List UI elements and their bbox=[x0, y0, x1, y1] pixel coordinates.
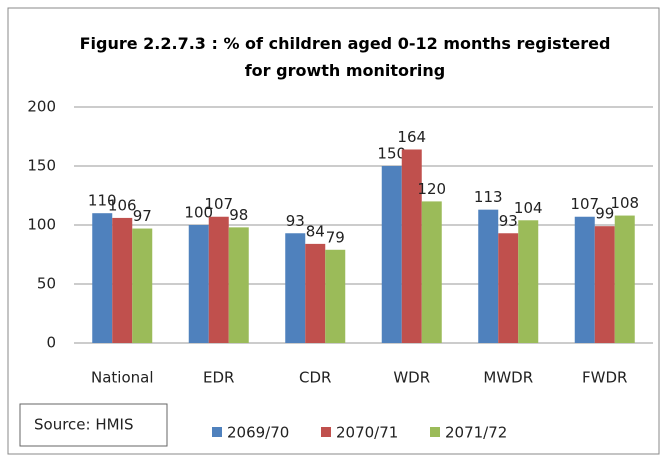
value-label: 110 bbox=[88, 192, 117, 210]
bar bbox=[478, 209, 499, 343]
value-label: 164 bbox=[397, 128, 426, 146]
y-tick-label: 100 bbox=[27, 216, 56, 234]
value-label: 113 bbox=[474, 188, 503, 206]
legend-label: 2071/72 bbox=[445, 424, 507, 442]
value-label: 93 bbox=[286, 212, 305, 230]
bar bbox=[614, 215, 635, 343]
value-label: 104 bbox=[514, 199, 543, 217]
x-tick-label: FWDR bbox=[582, 369, 627, 387]
value-label: 107 bbox=[570, 195, 599, 213]
bar bbox=[421, 201, 442, 343]
value-label: 150 bbox=[377, 145, 406, 163]
bar bbox=[228, 227, 249, 343]
bar bbox=[285, 233, 306, 343]
legend-label: 2069/70 bbox=[227, 424, 289, 442]
x-tick-label: EDR bbox=[203, 369, 234, 387]
y-tick-label: 200 bbox=[27, 98, 56, 116]
value-label: 106 bbox=[108, 196, 137, 214]
bar bbox=[518, 220, 539, 343]
value-label: 98 bbox=[229, 206, 248, 224]
bar bbox=[498, 233, 519, 343]
value-label: 99 bbox=[595, 205, 614, 223]
legend-label: 2070/71 bbox=[336, 424, 398, 442]
chart-title: Figure 2.2.7.3 : % of children aged 0-12… bbox=[79, 34, 611, 80]
source: Source: HMIS bbox=[34, 416, 134, 434]
source-box bbox=[19, 403, 168, 447]
value-label: 107 bbox=[204, 195, 233, 213]
value-label: 100 bbox=[184, 204, 213, 222]
bar bbox=[574, 216, 595, 343]
legend-swatch bbox=[430, 427, 440, 437]
y-tick-label: 150 bbox=[27, 157, 56, 175]
value-label: 97 bbox=[133, 207, 152, 225]
chart-border bbox=[7, 7, 660, 455]
value-label: 120 bbox=[417, 180, 446, 198]
legend-swatch bbox=[321, 427, 331, 437]
value-label: 79 bbox=[326, 228, 345, 246]
y-tick-label: 0 bbox=[46, 334, 56, 352]
value-label: 84 bbox=[306, 222, 325, 240]
y-tick-label: 50 bbox=[37, 275, 56, 293]
bar bbox=[401, 149, 422, 343]
value-label: 93 bbox=[499, 212, 518, 230]
x-tick-label: MWDR bbox=[483, 369, 533, 387]
bar bbox=[305, 243, 326, 343]
bar bbox=[92, 213, 113, 343]
bar bbox=[208, 216, 229, 343]
legend-swatch bbox=[212, 427, 222, 437]
bar bbox=[188, 225, 209, 343]
bar bbox=[325, 249, 346, 343]
bar bbox=[132, 228, 153, 343]
x-tick-label: WDR bbox=[393, 369, 430, 387]
bar bbox=[594, 226, 615, 343]
x-tick-label: CDR bbox=[299, 369, 331, 387]
bar bbox=[112, 217, 133, 343]
x-tick-label: National bbox=[91, 369, 154, 387]
bar bbox=[381, 166, 402, 343]
value-label: 108 bbox=[610, 194, 639, 212]
